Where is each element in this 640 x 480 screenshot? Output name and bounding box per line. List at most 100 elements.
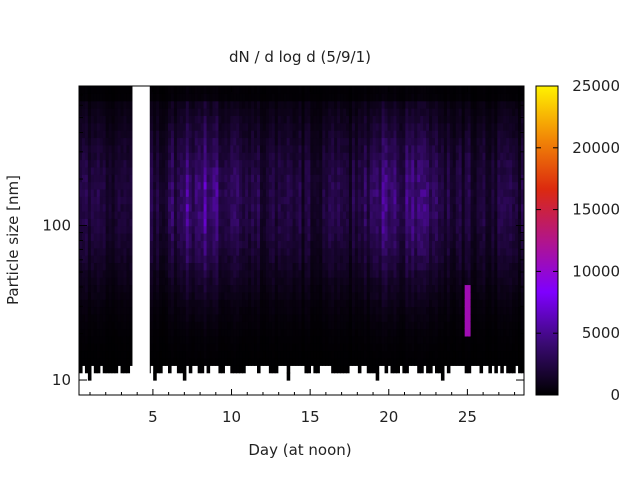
- heatmap-cell: [440, 372, 445, 381]
- heatmap-cell: [129, 218, 133, 227]
- heatmap-cell: [435, 152, 439, 161]
- heatmap-cell: [417, 159, 421, 168]
- heatmap-cell: [236, 122, 240, 131]
- heatmap-cell: [248, 210, 252, 219]
- heatmap-cell: [292, 159, 297, 168]
- heatmap-cell: [185, 225, 190, 234]
- heatmap-cell: [259, 321, 264, 330]
- heatmap-cell: [307, 218, 311, 227]
- heatmap-cell: [280, 240, 285, 249]
- heatmap-cell: [197, 343, 202, 352]
- heatmap-cell: [440, 343, 445, 352]
- heatmap-cell: [354, 357, 359, 366]
- heatmap-cell: [239, 218, 243, 227]
- heatmap-cell: [197, 86, 202, 94]
- heatmap-cell: [458, 350, 463, 359]
- heatmap-cell: [162, 152, 166, 161]
- heatmap-cell: [435, 196, 439, 205]
- heatmap-cell: [224, 350, 228, 359]
- heatmap-cell: [452, 335, 457, 344]
- heatmap-cell: [188, 321, 193, 330]
- heatmap-cell: [271, 291, 276, 300]
- heatmap-cell: [437, 108, 442, 116]
- heatmap-cell: [307, 291, 311, 300]
- heatmap-cell: [381, 108, 386, 116]
- heatmap-cell: [212, 108, 217, 116]
- heatmap-cell: [87, 166, 92, 175]
- heatmap-cell: [96, 313, 101, 322]
- heatmap-cell: [203, 188, 208, 197]
- heatmap-cell: [435, 350, 439, 359]
- heatmap-cell: [381, 328, 386, 337]
- heatmap-cell: [129, 152, 133, 161]
- heatmap-cell: [188, 233, 193, 241]
- heatmap-cell: [440, 350, 445, 359]
- heatmap-cell: [209, 284, 214, 293]
- heatmap-cell: [168, 350, 172, 359]
- heatmap-cell: [384, 144, 389, 153]
- heatmap-cell: [319, 100, 323, 109]
- heatmap-cell: [212, 255, 217, 264]
- heatmap-cell: [185, 357, 190, 366]
- heatmap-cell: [188, 335, 193, 344]
- heatmap-cell: [126, 144, 131, 153]
- heatmap-cell: [259, 188, 264, 197]
- heatmap-cell: [179, 313, 184, 322]
- heatmap-cell: [245, 218, 249, 227]
- heatmap-cell: [337, 262, 341, 271]
- heatmap-cell: [283, 108, 288, 116]
- heatmap-cell: [99, 166, 104, 175]
- heatmap-cell: [102, 100, 107, 109]
- heatmap-cell: [129, 144, 133, 153]
- heatmap-cell: [289, 240, 294, 249]
- heatmap-cell: [286, 108, 291, 116]
- heatmap-cell: [194, 115, 199, 124]
- heatmap-cell: [123, 335, 128, 344]
- heatmap-cell: [348, 350, 353, 359]
- heatmap-cell: [420, 130, 424, 139]
- heatmap-cell: [378, 225, 383, 234]
- heatmap-cell: [360, 210, 365, 219]
- heatmap-cell: [325, 93, 329, 102]
- heatmap-cell: [292, 174, 297, 183]
- heatmap-cell: [262, 313, 267, 322]
- heatmap-cell: [443, 203, 448, 212]
- heatmap-cell: [408, 269, 412, 278]
- heatmap-cell: [90, 343, 95, 352]
- heatmap-cell: [340, 152, 344, 161]
- heatmap-cell: [197, 321, 202, 330]
- heatmap-cell: [372, 218, 377, 227]
- heatmap-cell: [417, 130, 421, 139]
- heatmap-cell: [200, 159, 205, 168]
- heatmap-cell: [366, 130, 371, 139]
- heatmap-cell: [440, 210, 445, 219]
- heatmap-cell: [417, 343, 421, 352]
- heatmap-cell: [384, 93, 389, 102]
- heatmap-cell: [452, 313, 457, 322]
- heatmap-cell: [289, 247, 294, 256]
- heatmap-cell: [108, 313, 113, 322]
- heatmap-cell: [390, 159, 395, 168]
- heatmap-cell: [274, 255, 279, 264]
- heatmap-cell: [452, 108, 457, 116]
- heatmap-cell: [84, 247, 89, 256]
- heatmap-cell: [420, 203, 424, 212]
- heatmap-cell: [102, 233, 107, 241]
- heatmap-cell: [254, 137, 258, 146]
- heatmap-cell: [301, 137, 306, 146]
- heatmap-cell: [411, 350, 415, 359]
- heatmap-cell: [420, 269, 424, 278]
- heatmap-cell: [197, 269, 202, 278]
- heatmap-cell: [443, 335, 448, 344]
- heatmap-cell: [129, 130, 133, 139]
- heatmap-cell: [331, 181, 335, 190]
- heatmap-cell: [458, 93, 463, 102]
- heatmap-cell: [254, 284, 258, 293]
- heatmap-cell: [179, 196, 184, 205]
- heatmap-cell: [369, 115, 374, 124]
- heatmap-cell: [96, 174, 101, 183]
- heatmap-cell: [458, 144, 463, 153]
- heatmap-cell: [93, 306, 98, 315]
- heatmap-cell: [254, 108, 258, 116]
- heatmap-cell: [283, 122, 288, 131]
